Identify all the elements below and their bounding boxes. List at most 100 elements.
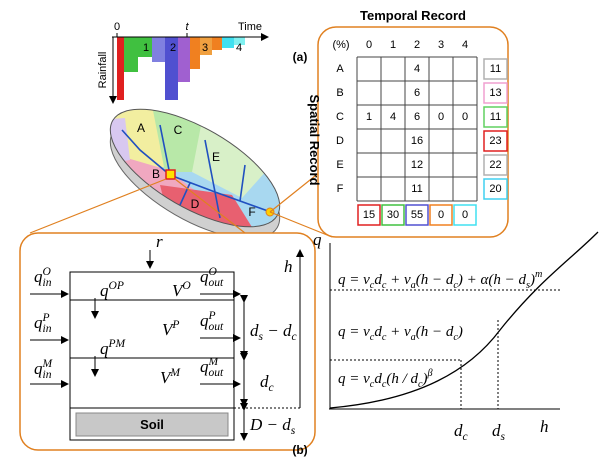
column-total: 30 bbox=[387, 209, 399, 221]
math-part: M bbox=[169, 366, 181, 379]
row-header: C bbox=[336, 111, 344, 123]
math-part: + v bbox=[386, 272, 411, 288]
math-part: (h − d bbox=[416, 272, 454, 288]
math-part: out bbox=[209, 366, 225, 379]
math-part: q = v bbox=[338, 324, 370, 340]
math-part: β bbox=[427, 368, 434, 379]
math-label: D − ds bbox=[249, 415, 296, 437]
math-part: (h − d bbox=[416, 324, 454, 340]
column-header: 4 bbox=[462, 39, 468, 51]
column-total: 0 bbox=[438, 209, 444, 221]
math-part: + v bbox=[386, 324, 411, 340]
row-total: 23 bbox=[489, 135, 501, 147]
soil-label: Soil bbox=[140, 417, 164, 432]
row-total: 11 bbox=[490, 63, 501, 75]
column-total: 15 bbox=[363, 209, 375, 221]
table-cell: 0 bbox=[438, 111, 444, 123]
math-part: PM bbox=[108, 337, 127, 350]
table-cell: 11 bbox=[411, 183, 422, 195]
bar-label: 3 bbox=[202, 42, 208, 54]
bar-label: 1 bbox=[143, 42, 149, 54]
ds-label: ds bbox=[492, 421, 506, 443]
equation: q = vcdc(h / dc)β bbox=[338, 368, 434, 390]
table-cell: 12 bbox=[411, 159, 423, 171]
panel-label: (a) bbox=[293, 50, 308, 64]
math-label: h bbox=[284, 257, 293, 276]
math-part: s bbox=[501, 430, 506, 443]
panel-a: Temporal Record (a) Spatial Record (%) 0… bbox=[293, 8, 508, 237]
math-part: h bbox=[540, 417, 549, 436]
math-part: q = v bbox=[338, 272, 370, 288]
time-origin: 0 bbox=[114, 21, 120, 33]
row-total: 20 bbox=[489, 183, 501, 195]
math-part: ) bbox=[457, 324, 463, 340]
column-header: 2 bbox=[414, 39, 420, 51]
hyetograph: 0 t Time Rainfall 1 2 3 4 bbox=[97, 21, 268, 103]
row-total: 22 bbox=[489, 159, 501, 171]
table-corner: (%) bbox=[332, 39, 349, 51]
column-total: 55 bbox=[411, 209, 423, 221]
graph: q h dc ds q = vcdc + va(h − dc) + α(h − … bbox=[313, 230, 598, 443]
math-label: ds − dc bbox=[250, 321, 297, 343]
column-header: 1 bbox=[390, 39, 396, 51]
row-header: E bbox=[336, 159, 343, 171]
row-total: 11 bbox=[490, 111, 501, 123]
math-part: OP bbox=[109, 279, 124, 292]
equation: q = vcdc + va(h − dc) bbox=[338, 324, 463, 343]
math-part: m bbox=[535, 269, 542, 280]
math-part: P bbox=[171, 318, 179, 331]
math-part: in bbox=[43, 322, 52, 335]
column-header: 0 bbox=[366, 39, 372, 51]
math-part: c bbox=[269, 381, 274, 394]
subcatchment-label: A bbox=[137, 121, 145, 135]
math-part: h bbox=[284, 257, 293, 276]
column-header: 3 bbox=[438, 39, 444, 51]
time-t: t bbox=[185, 21, 189, 33]
figure: 0 t Time Rainfall 1 2 3 4 A B C D E F Te… bbox=[0, 0, 612, 463]
bar-label: 2 bbox=[170, 42, 176, 54]
math-part: s bbox=[291, 424, 296, 437]
time-label: Time bbox=[238, 21, 262, 33]
temporal-title: Temporal Record bbox=[360, 8, 466, 23]
spatial-title: Spatial Record bbox=[307, 94, 322, 185]
table-cell: 4 bbox=[414, 63, 420, 75]
math-part: in bbox=[43, 368, 52, 381]
row-header: F bbox=[337, 183, 344, 195]
subcatchment-label: E bbox=[212, 150, 220, 164]
subcatchment-label: C bbox=[174, 123, 183, 137]
column-total: 0 bbox=[462, 209, 468, 221]
math-part: ) + α(h − d bbox=[457, 272, 527, 288]
rainfall-label: Rainfall bbox=[97, 52, 109, 89]
subcatchment-label: F bbox=[248, 205, 255, 219]
math-part: q bbox=[313, 230, 322, 249]
subcatchment-label: D bbox=[191, 197, 200, 211]
equation: q = vcdc + va(h − dc) + α(h − ds)m bbox=[338, 269, 542, 291]
math-part: − d bbox=[263, 321, 292, 340]
math-part: out bbox=[209, 276, 225, 289]
panel-label: (b) bbox=[292, 443, 307, 457]
x-axis-label: h bbox=[540, 417, 549, 436]
table-cell: 6 bbox=[414, 111, 420, 123]
math-part: in bbox=[43, 276, 52, 289]
y-axis-label: q bbox=[313, 230, 322, 249]
table-cell: 1 bbox=[366, 111, 372, 123]
math-part: O bbox=[182, 279, 191, 292]
table-cell: 16 bbox=[411, 135, 423, 147]
row-header: A bbox=[336, 63, 344, 75]
math-label: qPin bbox=[34, 311, 52, 335]
rain-label: r bbox=[156, 232, 163, 251]
row-header: D bbox=[336, 135, 344, 147]
math-part: D − d bbox=[249, 415, 291, 434]
math-part: c bbox=[291, 330, 296, 343]
math-part: (h / d bbox=[386, 371, 418, 387]
subcatchment-label: B bbox=[152, 167, 160, 181]
dc-label: dc bbox=[454, 421, 468, 443]
row-total: 13 bbox=[489, 87, 501, 99]
table-cell: 4 bbox=[390, 111, 396, 123]
bar-label: 4 bbox=[236, 42, 242, 54]
math-part: c bbox=[463, 430, 468, 443]
table-cell: 0 bbox=[462, 111, 468, 123]
